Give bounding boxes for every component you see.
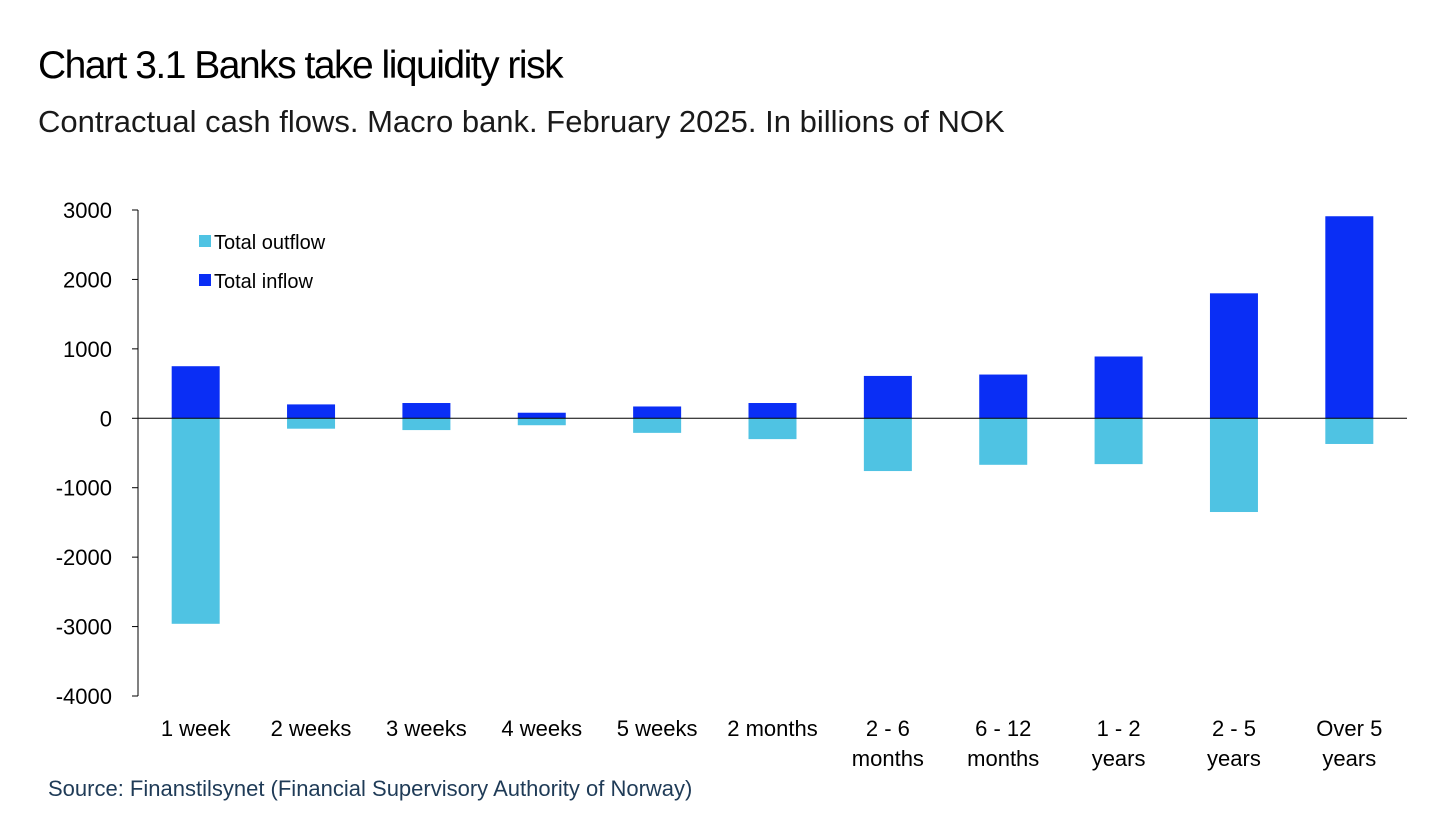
x-axis: 1 week 2 weeks 3 weeks 4 weeks 5 weeks 2 mont… <box>138 417 1407 771</box>
x-tick-label: 1 - 2 years <box>1092 716 1146 771</box>
y-tick-label: 3000 <box>63 198 112 223</box>
bar-outflow-9 <box>1209 418 1258 513</box>
x-tick-label: 3 weeks <box>386 716 467 741</box>
legend-swatch-outflow <box>199 235 211 247</box>
legend-label-inflow: Total inflow <box>214 271 313 293</box>
x-tick-label: 2 weeks <box>271 716 352 741</box>
bar-inflow-6 <box>863 375 912 419</box>
y-tick-label: 2000 <box>63 267 112 292</box>
bar-outflow-6 <box>863 418 912 472</box>
x-tick-label: 2 months <box>727 716 818 741</box>
bar-inflow-1 <box>287 404 336 419</box>
bar-inflow-10 <box>1325 216 1374 419</box>
chart-title: Chart 3.1 Banks take liquidity risk <box>38 44 564 87</box>
bar-outflow-10 <box>1325 418 1374 444</box>
x-tick-label: 1 week <box>161 716 232 741</box>
x-tick-label: 2 - 5 years <box>1207 716 1261 771</box>
legend-label-outflow: Total outflow <box>214 232 326 254</box>
chart-subtitle: Contractual cash flows. Macro bank. Febr… <box>38 104 1005 139</box>
x-tick-label: 4 weeks <box>501 716 582 741</box>
bars-group <box>171 216 1374 624</box>
y-tick-label: -4000 <box>56 684 112 709</box>
bar-inflow-3 <box>517 412 566 419</box>
bar-outflow-4 <box>633 418 682 433</box>
y-tick-label: -2000 <box>56 545 112 570</box>
x-tick-label: 5 weeks <box>617 716 698 741</box>
y-tick-label: 1000 <box>63 337 112 362</box>
x-tick-label: 2 - 6 months <box>852 716 924 771</box>
y-axis: 3000 2000 1000 0 -1000 -2000 -3000 -4000 <box>56 198 139 709</box>
bar-inflow-9 <box>1209 293 1258 419</box>
bar-inflow-8 <box>1094 356 1143 419</box>
bar-inflow-5 <box>748 403 797 419</box>
bar-outflow-7 <box>979 418 1028 465</box>
bar-outflow-1 <box>287 418 336 429</box>
bar-outflow-8 <box>1094 418 1143 465</box>
bar-outflow-3 <box>517 418 566 426</box>
bar-inflow-7 <box>979 374 1028 419</box>
legend: Total outflow Total inflow <box>199 232 326 293</box>
y-tick-label: -3000 <box>56 615 112 640</box>
bar-inflow-0 <box>171 366 220 419</box>
y-tick-label: -1000 <box>56 476 112 501</box>
bar-outflow-2 <box>402 418 451 431</box>
bar-inflow-4 <box>633 406 682 419</box>
bar-outflow-0 <box>171 418 220 624</box>
x-tick-label: 6 - 12 months <box>967 716 1039 771</box>
x-tick-label: Over 5 years <box>1316 716 1382 771</box>
bar-inflow-2 <box>402 403 451 419</box>
legend-swatch-inflow <box>199 274 211 286</box>
y-tick-label: 0 <box>100 406 112 431</box>
bar-outflow-5 <box>748 418 797 440</box>
source-note: Source: Finanstilsynet (Financial Superv… <box>48 776 693 801</box>
